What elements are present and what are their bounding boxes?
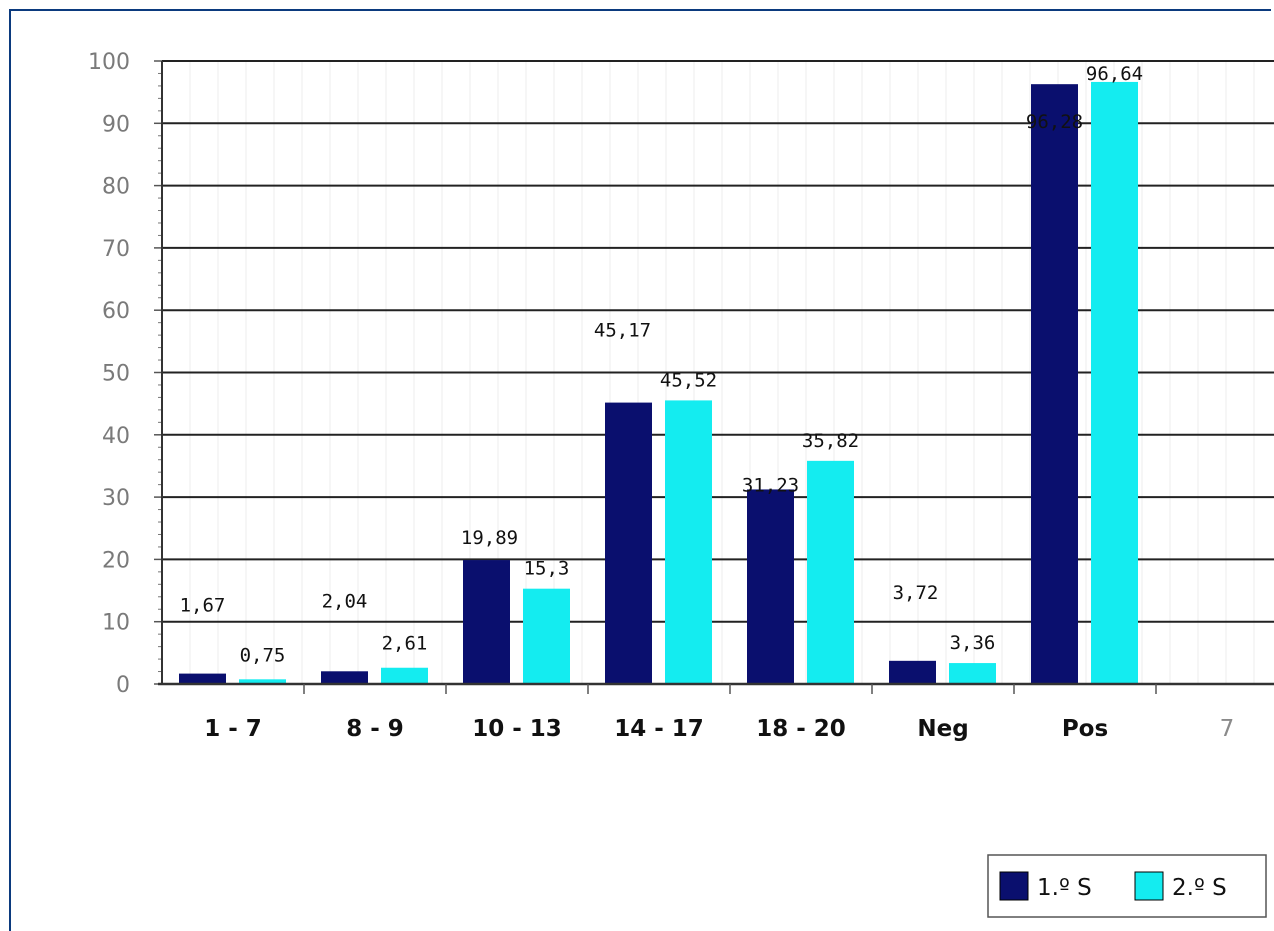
y-tick-label: 60: [102, 299, 130, 324]
legend-swatch-series-1: [999, 871, 1029, 901]
bar-2: [523, 588, 570, 684]
x-tick-label: 8 - 9: [346, 716, 404, 742]
bar-1: [463, 560, 510, 684]
gridlines: [162, 60, 1274, 684]
bar-2: [1091, 81, 1138, 684]
data-labels: 1,67 0,75 2,04 2,61 19,89 15,3 45,17 45,52 31,23…: [180, 63, 1143, 666]
axes: [154, 60, 1274, 694]
legend-box: [987, 854, 1267, 918]
y-tick-label: 80: [102, 175, 130, 200]
data-label: 0,75: [240, 644, 286, 666]
legend-label-series-2: 2.º S: [1172, 875, 1227, 901]
bar-1: [605, 402, 652, 684]
y-tick-label: 50: [102, 362, 130, 387]
data-label: 35,82: [802, 430, 859, 452]
data-label: 2,04: [322, 590, 368, 612]
bar-2: [665, 400, 712, 684]
x-axis-tick-labels: 1 - 7 8 - 9 10 - 13 14 - 17 18 - 20 Neg Pos 7: [204, 716, 1234, 742]
data-label: 3,36: [950, 632, 996, 654]
x-tick-label: 14 - 17: [614, 716, 704, 742]
x-tick-label: 7: [1220, 716, 1235, 742]
data-label: 45,17: [594, 320, 651, 342]
x-tick-label: 10 - 13: [472, 716, 562, 742]
legend-label-series-1: 1.º S: [1037, 875, 1092, 901]
y-tick-label: 40: [102, 424, 130, 449]
bar-1: [747, 489, 794, 684]
x-tick-label: 1 - 7: [204, 716, 262, 742]
bar-2: [381, 667, 428, 684]
bar-2: [807, 460, 854, 684]
x-tick-label: Neg: [917, 716, 968, 742]
data-label: 3,72: [893, 582, 939, 604]
y-tick-label: 70: [102, 237, 130, 262]
data-label: 1,67: [180, 595, 226, 617]
data-label: 19,89: [461, 527, 518, 549]
y-tick-label: 30: [102, 486, 130, 511]
bar-1: [889, 660, 936, 684]
y-tick-label: 0: [116, 673, 130, 698]
data-label: 15,3: [524, 558, 570, 580]
bar-1: [321, 671, 368, 684]
y-tick-label: 90: [102, 112, 130, 137]
y-tick-label: 10: [102, 611, 130, 636]
y-tick-label: 20: [102, 548, 130, 573]
bars: [179, 81, 1138, 684]
data-label: 96,64: [1086, 63, 1143, 85]
bar-2: [239, 679, 286, 684]
x-tick-label: 18 - 20: [756, 716, 846, 742]
data-label: 96,28: [1026, 111, 1083, 133]
bar-2: [949, 663, 996, 684]
bar-1: [1031, 84, 1078, 684]
data-label: 31,23: [742, 474, 799, 496]
bar-1: [179, 673, 226, 684]
legend-swatch-series-2: [1134, 871, 1164, 901]
data-label: 2,61: [382, 633, 428, 655]
x-tick-label: Pos: [1062, 716, 1108, 742]
y-tick-label: 100: [88, 50, 130, 75]
y-axis-tick-labels: 0 10 20 30 40 50 60 70 80 90 100: [88, 50, 130, 698]
legend: 1.º S 2.º S: [987, 854, 1267, 918]
data-label: 45,52: [660, 369, 717, 391]
